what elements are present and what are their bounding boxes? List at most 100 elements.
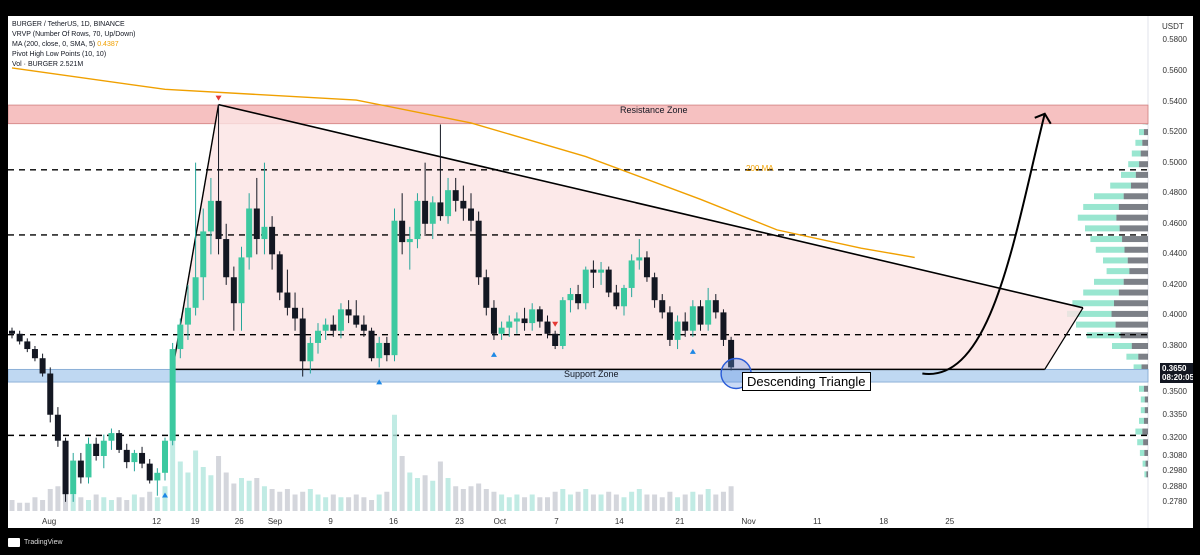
- legend-volume[interactable]: Vol · BURGER 2.521M: [12, 61, 84, 68]
- candle-body[interactable]: [544, 321, 551, 334]
- candle-body[interactable]: [490, 307, 497, 334]
- candle-body[interactable]: [230, 277, 237, 304]
- candle-body[interactable]: [330, 324, 337, 331]
- candle-body[interactable]: [590, 269, 597, 273]
- candle-body[interactable]: [445, 190, 452, 217]
- candle-body[interactable]: [261, 226, 268, 240]
- candle-body[interactable]: [659, 300, 666, 313]
- candle-body[interactable]: [559, 300, 566, 346]
- candle-body[interactable]: [598, 269, 605, 273]
- candle-body[interactable]: [246, 208, 253, 258]
- candle-body[interactable]: [307, 342, 314, 362]
- candle-body[interactable]: [513, 318, 520, 322]
- candle-body[interactable]: [162, 440, 168, 473]
- chart-panel[interactable]: BURGER / TetherUS, 1D, BINANCE VRVP (Num…: [8, 16, 1193, 528]
- candle-body[interactable]: [468, 208, 474, 221]
- candle-body[interactable]: [575, 294, 582, 304]
- candle-body[interactable]: [628, 260, 635, 288]
- candle-body[interactable]: [131, 452, 138, 463]
- candle-body[interactable]: [47, 373, 54, 415]
- candle-body[interactable]: [315, 330, 321, 343]
- legend-pivot[interactable]: Pivot High Low Points (10, 10): [12, 51, 107, 58]
- candle-body[interactable]: [376, 342, 383, 359]
- candle-body[interactable]: [529, 309, 536, 324]
- candle-body[interactable]: [337, 309, 344, 331]
- candle-body[interactable]: [391, 220, 398, 356]
- candle-body[interactable]: [62, 440, 69, 495]
- candle-body[interactable]: [345, 309, 352, 316]
- candle-body[interactable]: [353, 315, 360, 325]
- candle-body[interactable]: [682, 321, 689, 331]
- candle-body[interactable]: [16, 333, 23, 342]
- candle-body[interactable]: [77, 460, 84, 478]
- candle-body[interactable]: [276, 254, 283, 293]
- candle-body[interactable]: [399, 220, 406, 243]
- candle-body[interactable]: [613, 292, 620, 307]
- candle-body[interactable]: [636, 257, 643, 261]
- candle-body[interactable]: [567, 294, 574, 301]
- candle-body[interactable]: [414, 200, 421, 240]
- candle-body[interactable]: [728, 339, 735, 368]
- candle-body[interactable]: [9, 330, 15, 334]
- candle-body[interactable]: [223, 239, 230, 278]
- candle-body[interactable]: [269, 226, 276, 255]
- candle-body[interactable]: [70, 460, 77, 495]
- candle-body[interactable]: [651, 277, 658, 301]
- candle-body[interactable]: [552, 333, 559, 346]
- candle-body[interactable]: [666, 312, 673, 340]
- price-unit-label[interactable]: USDT: [1162, 22, 1184, 31]
- candle-body[interactable]: [299, 318, 306, 362]
- candle-body[interactable]: [422, 200, 429, 224]
- candle-body[interactable]: [368, 330, 375, 359]
- candle-body[interactable]: [674, 321, 681, 340]
- candle-body[interactable]: [100, 440, 107, 456]
- legend-vrvp[interactable]: VRVP (Number Of Rows, 70, Up/Down): [12, 31, 136, 38]
- candle-body[interactable]: [322, 324, 329, 331]
- candle-body[interactable]: [54, 414, 61, 441]
- candle-body[interactable]: [85, 443, 92, 478]
- candle-body[interactable]: [621, 287, 627, 307]
- candle-body[interactable]: [705, 300, 712, 325]
- candle-body[interactable]: [506, 321, 513, 328]
- candle-body[interactable]: [697, 306, 704, 325]
- candle-body[interactable]: [108, 433, 115, 441]
- candle-body[interactable]: [360, 324, 367, 331]
- candle-body[interactable]: [177, 324, 184, 350]
- candle-body[interactable]: [498, 327, 505, 334]
- legend-symbol[interactable]: BURGER / TetherUS, 1D, BINANCE: [12, 21, 125, 28]
- candle-body[interactable]: [253, 208, 260, 240]
- candle-body[interactable]: [184, 307, 191, 325]
- candle-body[interactable]: [437, 202, 444, 217]
- candle-body[interactable]: [689, 306, 696, 331]
- candle-body[interactable]: [24, 341, 31, 350]
- candle-body[interactable]: [31, 349, 38, 359]
- candle-body[interactable]: [536, 309, 543, 322]
- legend-ma[interactable]: MA (200, close, 0, SMA, 5) 0.4387: [12, 40, 135, 50]
- candle-body[interactable]: [93, 443, 100, 456]
- candle-body[interactable]: [284, 292, 291, 308]
- candle-body[interactable]: [712, 300, 719, 313]
- candle-body[interactable]: [383, 342, 390, 356]
- candle-body[interactable]: [605, 269, 612, 293]
- chart-canvas[interactable]: [8, 16, 1193, 528]
- candle-body[interactable]: [720, 312, 727, 340]
- candle-body[interactable]: [139, 452, 146, 464]
- candle-body[interactable]: [475, 220, 482, 278]
- candle-body[interactable]: [460, 200, 467, 209]
- candle-body[interactable]: [582, 269, 589, 304]
- candle-body[interactable]: [116, 433, 123, 450]
- candle-body[interactable]: [200, 231, 207, 278]
- candle-body[interactable]: [406, 239, 413, 243]
- candle-body[interactable]: [123, 449, 130, 463]
- candle-body[interactable]: [452, 190, 459, 201]
- candle-body[interactable]: [169, 349, 176, 441]
- candle-body[interactable]: [429, 202, 436, 224]
- candle-body[interactable]: [207, 200, 214, 232]
- candle-body[interactable]: [154, 472, 161, 481]
- candle-body[interactable]: [146, 463, 153, 481]
- candle-body[interactable]: [483, 277, 490, 308]
- candle-body[interactable]: [39, 358, 46, 374]
- candle-body[interactable]: [192, 277, 199, 308]
- candle-body[interactable]: [292, 307, 299, 319]
- candle-body[interactable]: [643, 257, 650, 278]
